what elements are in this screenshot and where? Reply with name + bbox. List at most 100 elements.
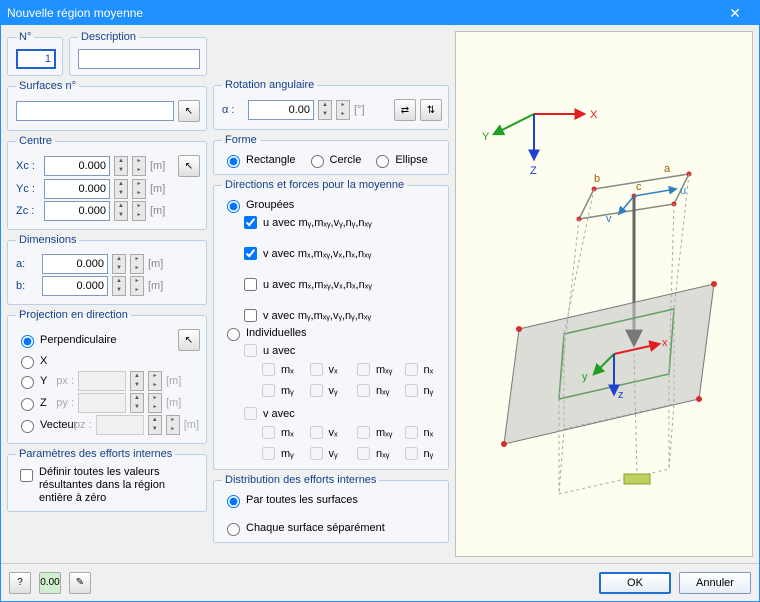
svg-text:x: x [662, 337, 668, 349]
radio-groupees[interactable]: Groupées [222, 197, 442, 213]
params-legend: Paramètres des efforts internes [16, 448, 175, 460]
pz-spinner: ▲▼ [148, 415, 162, 435]
zc-input[interactable] [44, 201, 110, 221]
svg-text:Y: Y [482, 131, 490, 143]
swap-uv-icon[interactable]: ⇄ [394, 99, 416, 121]
svg-text:u: u [680, 185, 686, 197]
diagram-svg: X Y Z u v a b c [464, 54, 744, 534]
units-icon[interactable]: 0.00 [39, 572, 61, 594]
surfaces-input[interactable] [16, 101, 174, 121]
pick-centre-icon[interactable]: ↖ [178, 155, 200, 177]
annuler-button[interactable]: Annuler [679, 572, 751, 594]
radio-perp[interactable]: Perpendiculaire [16, 332, 116, 348]
radio-individuelles[interactable]: Individuelles [222, 325, 442, 341]
radio-cercle[interactable]: Cercle [306, 152, 362, 168]
check-g1[interactable]: u avec mᵧ,mₓᵧ,vᵧ,nᵧ,nₓᵧ [240, 213, 442, 232]
radio-ellipse[interactable]: Ellipse [371, 152, 427, 168]
check-definir[interactable]: Définir toutes les valeurs résultantes d… [16, 466, 200, 505]
px-label: px : [48, 375, 74, 387]
close-icon[interactable]: ✕ [717, 5, 753, 22]
check-u-nxy: nₓᵧ [353, 381, 395, 400]
description-legend: Description [78, 31, 139, 43]
projection-legend: Projection en direction [16, 309, 131, 321]
radio-x[interactable]: X [16, 353, 200, 369]
zc-spinner[interactable]: ▲▼ [114, 201, 128, 221]
radio-chaque[interactable]: Chaque surface séparément [222, 520, 442, 536]
py-label: py : [48, 397, 74, 409]
check-v-mx: mₓ [258, 423, 300, 442]
xc-label: Xc : [16, 160, 40, 172]
flip-v-icon[interactable]: ⇅ [420, 99, 442, 121]
xc-stepper[interactable]: ▸▸ [132, 156, 146, 176]
a-spinner[interactable]: ▲▼ [112, 254, 126, 274]
px-spinner: ▲▼ [130, 371, 144, 391]
forme-legend: Forme [222, 134, 260, 146]
svg-text:v: v [606, 213, 612, 225]
check-u-vx: vₓ [306, 360, 348, 379]
ok-button[interactable]: OK [599, 572, 671, 594]
check-u-my: mᵧ [258, 381, 300, 400]
radio-y[interactable]: Y [16, 373, 44, 389]
py-stepper: ▸▸ [148, 393, 162, 413]
alpha-stepper[interactable]: ▸▸ [336, 100, 350, 120]
check-v-vx: vₓ [306, 423, 348, 442]
b-spinner[interactable]: ▲▼ [112, 276, 126, 296]
svg-text:Z: Z [530, 165, 537, 177]
b-input[interactable] [42, 276, 108, 296]
px-input [78, 371, 126, 391]
description-input[interactable] [78, 49, 200, 69]
edit-icon[interactable]: ✎ [69, 572, 91, 594]
check-g2[interactable]: v avec mₓ,mₓᵧ,vₓ,nₓ,nₓᵧ [240, 244, 442, 263]
yc-label: Yc : [16, 183, 40, 195]
yc-stepper[interactable]: ▸▸ [132, 179, 146, 199]
svg-text:a: a [664, 163, 671, 175]
numero-legend: N° [16, 31, 34, 43]
alpha-label: α : [222, 104, 244, 116]
check-g4[interactable]: v avec mᵧ,mₓᵧ,vᵧ,nᵧ,nₓᵧ [240, 306, 442, 325]
radio-vecteur[interactable]: Vecteur [16, 417, 70, 433]
numero-input[interactable] [16, 49, 56, 69]
a-input[interactable] [42, 254, 108, 274]
yc-spinner[interactable]: ▲▼ [114, 179, 128, 199]
pick-projection-icon[interactable]: ↖ [178, 329, 200, 351]
window-title: Nouvelle région moyenne [7, 6, 717, 20]
preview-panel: X Y Z u v a b c [455, 31, 753, 557]
radio-toutes[interactable]: Par toutes les surfaces [222, 492, 442, 508]
check-u-vy: vᵧ [306, 381, 348, 400]
alpha-input[interactable] [248, 100, 314, 120]
a-stepper[interactable]: ▸▸ [130, 254, 144, 274]
check-v-avec: v avec [240, 404, 442, 423]
px-unit: [m] [166, 375, 181, 387]
xc-spinner[interactable]: ▲▼ [114, 156, 128, 176]
check-u-nx: nₓ [401, 360, 443, 379]
check-v-nx: nₓ [401, 423, 443, 442]
b-stepper[interactable]: ▸▸ [130, 276, 144, 296]
check-u-mx: mₓ [258, 360, 300, 379]
alpha-spinner[interactable]: ▲▼ [318, 100, 332, 120]
pz-unit: [m] [184, 419, 199, 431]
b-unit: [m] [148, 280, 163, 292]
dimensions-legend: Dimensions [16, 234, 79, 246]
yc-input[interactable] [44, 179, 110, 199]
alpha-unit: [°] [354, 104, 365, 116]
rotation-legend: Rotation angulaire [222, 79, 317, 91]
zc-stepper[interactable]: ▸▸ [132, 201, 146, 221]
distribution-legend: Distribution des efforts internes [222, 474, 379, 486]
help-icon[interactable]: ? [9, 572, 31, 594]
check-g3[interactable]: u avec mₓ,mₓᵧ,vₓ,nₓ,nₓᵧ [240, 275, 442, 294]
check-v-my: mᵧ [258, 444, 300, 463]
pz-stepper: ▸▸ [166, 415, 180, 435]
check-u-ny: nᵧ [401, 381, 443, 400]
check-u-mxy: mₓᵧ [353, 360, 395, 379]
radio-rectangle[interactable]: Rectangle [222, 152, 296, 168]
pick-surfaces-icon[interactable]: ↖ [178, 100, 200, 122]
check-v-vy: vᵧ [306, 444, 348, 463]
xc-input[interactable] [44, 156, 110, 176]
yc-unit: [m] [150, 183, 165, 195]
px-stepper: ▸▸ [148, 371, 162, 391]
a-unit: [m] [148, 258, 163, 270]
radio-z[interactable]: Z [16, 395, 44, 411]
b-label: b: [16, 280, 38, 292]
xc-unit: [m] [150, 160, 165, 172]
content: N° Description Surfaces n° ↖ Centre X [1, 25, 759, 563]
